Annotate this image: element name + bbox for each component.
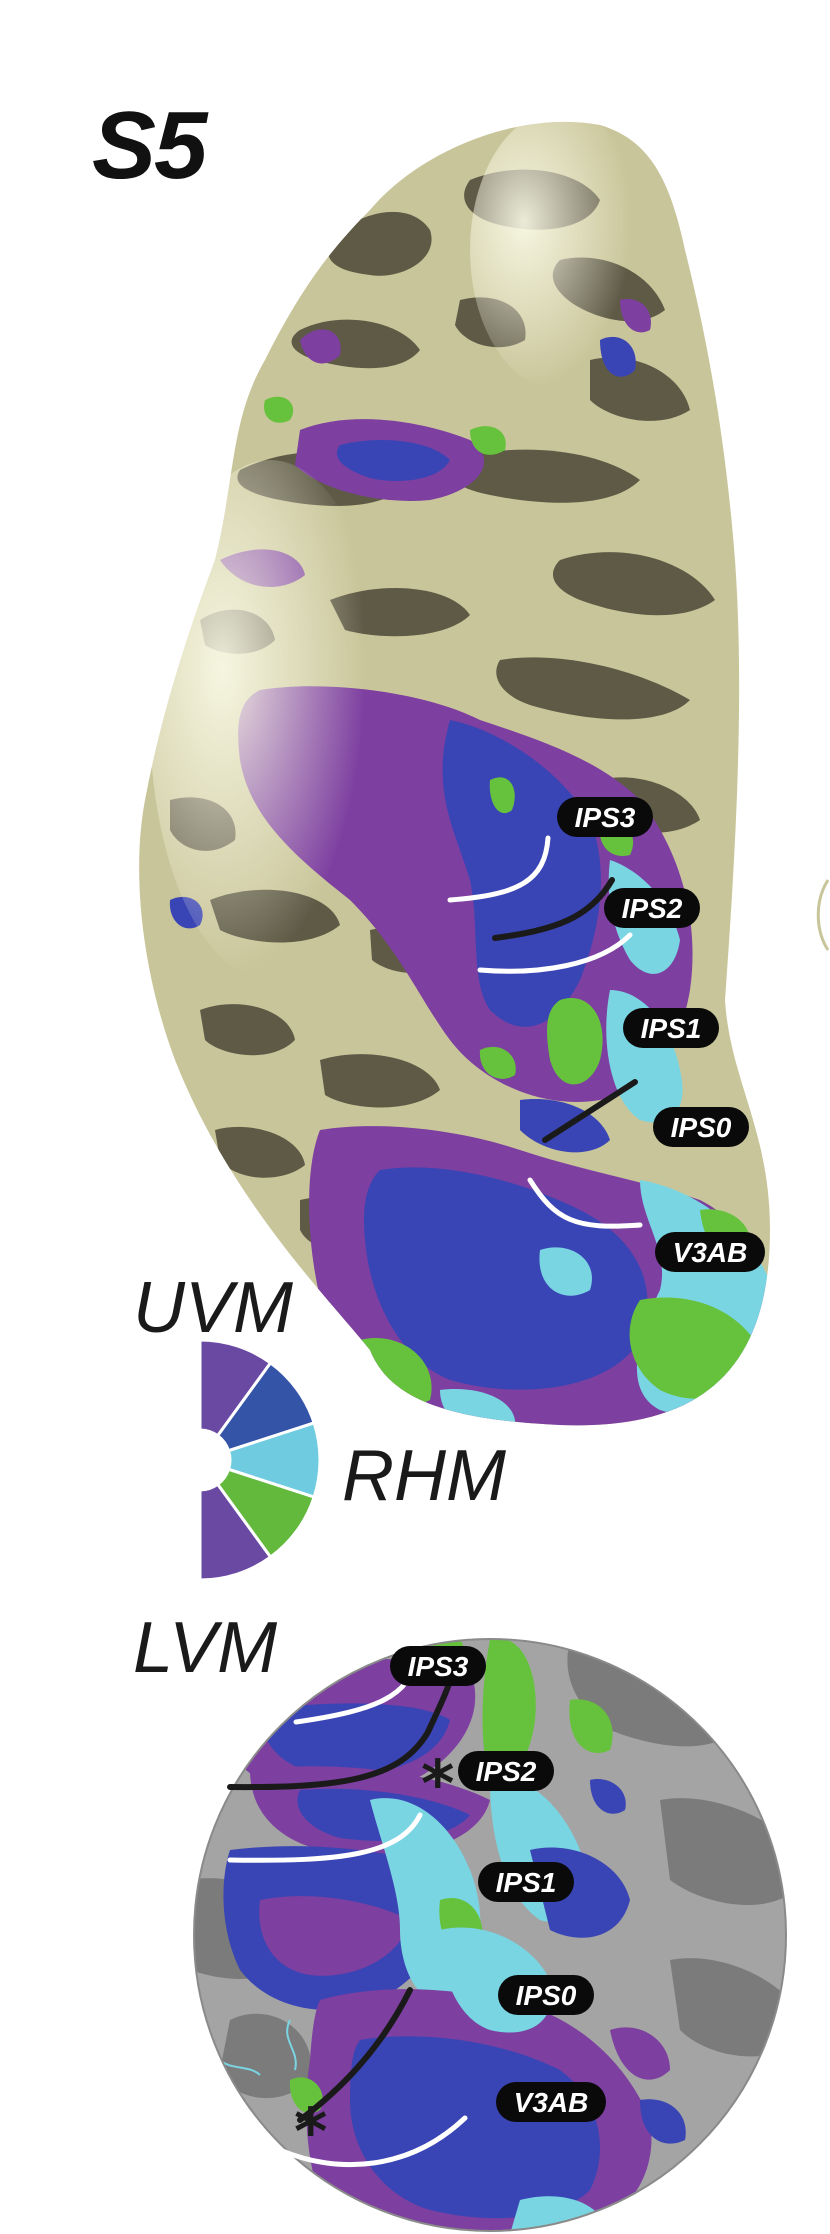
flat-map-view: * * IPS3 IPS2 IPS1 IPS0 V3AB: [193, 1638, 787, 2232]
cortex-surface: [139, 121, 771, 1426]
edge-arc: [816, 879, 830, 951]
svg-text:IPS1: IPS1: [641, 1013, 702, 1044]
flat-retinotopic-overlay: [223, 1639, 686, 2231]
legend-label-rhm: RHM: [342, 1436, 506, 1516]
inflated-surface-view: IPS3 IPS2 IPS1 IPS0 V3AB: [139, 121, 830, 1426]
svg-text:IPS0: IPS0: [516, 1980, 577, 2011]
roi-label-ips3: IPS3: [390, 1646, 486, 1686]
roi-label-ips3: IPS3: [557, 797, 653, 837]
svg-text:IPS2: IPS2: [622, 893, 683, 924]
flat-map-surface: [194, 1639, 786, 2231]
flat-map-border: [193, 1638, 787, 2232]
roi-label-ips2: IPS2: [604, 888, 700, 928]
roi-label-ips1: IPS1: [623, 1008, 719, 1048]
roi-boundaries-flat: [227, 1657, 468, 2168]
roi-label-v3ab: V3AB: [496, 2082, 606, 2122]
svg-text:IPS3: IPS3: [408, 1651, 469, 1682]
legend-wedges: [198, 1340, 322, 1580]
roi-label-ips0: IPS0: [498, 1975, 594, 2015]
asterisk-marker-upper: *: [421, 1748, 454, 1822]
roi-label-v3ab: V3AB: [655, 1232, 765, 1272]
roi-labels-flat: IPS3 IPS2 IPS1 IPS0 V3AB: [390, 1646, 606, 2122]
roi-boundaries-3d: [447, 835, 643, 1229]
surface-highlight: [470, 121, 650, 390]
svg-text:V3AB: V3AB: [673, 1237, 748, 1268]
roi-label-ips1: IPS1: [478, 1862, 574, 1902]
surface-highlight: [150, 460, 390, 980]
svg-text:V3AB: V3AB: [514, 2087, 589, 2118]
roi-label-ips2: IPS2: [458, 1751, 554, 1791]
legend-label-uvm: UVM: [133, 1268, 293, 1348]
subject-label: S5: [92, 92, 207, 199]
svg-text:IPS3: IPS3: [575, 802, 636, 833]
roi-labels-3d: IPS3 IPS2 IPS1 IPS0 V3AB: [557, 797, 765, 1272]
svg-text:IPS1: IPS1: [496, 1867, 557, 1898]
svg-text:IPS0: IPS0: [671, 1112, 732, 1143]
legend-label-lvm: LVM: [133, 1608, 278, 1688]
roi-label-ips0: IPS0: [653, 1107, 749, 1147]
svg-text:IPS2: IPS2: [476, 1756, 537, 1787]
asterisk-marker-lower: *: [294, 2096, 327, 2170]
polar-angle-wedge-legend: [198, 1340, 322, 1580]
